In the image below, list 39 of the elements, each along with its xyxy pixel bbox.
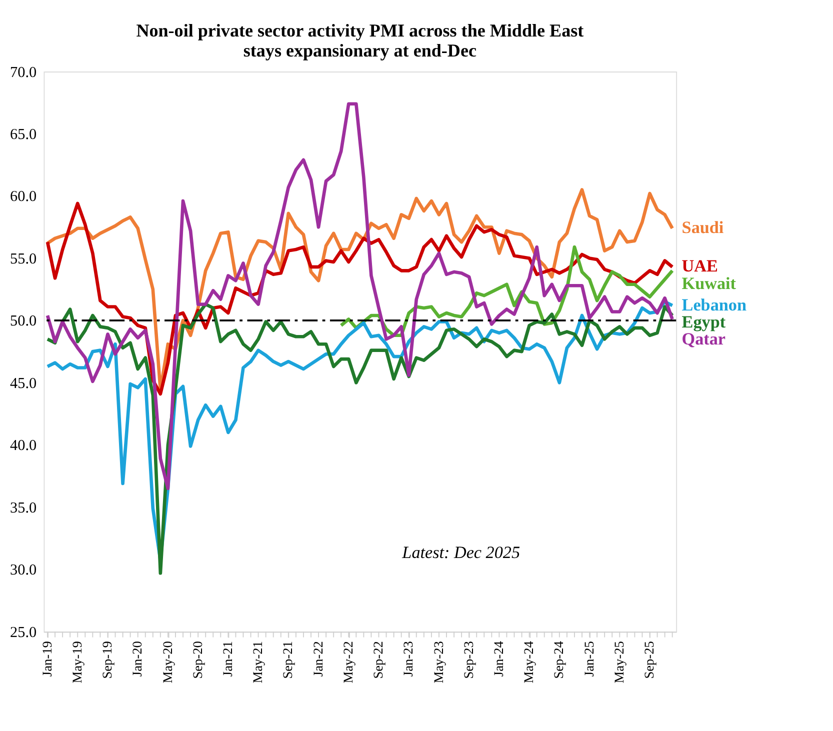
x-tick-label: Jan-19 xyxy=(39,640,54,677)
x-tick-label: May-19 xyxy=(69,640,84,684)
series-label: Lebanon xyxy=(682,295,747,314)
y-tick-label: 40.0 xyxy=(10,437,38,454)
x-tick-label: Sep-22 xyxy=(370,641,386,679)
x-tick-label: May-23 xyxy=(430,640,446,684)
x-tick-label: Sep-23 xyxy=(460,640,476,679)
x-tick-label: Sep-20 xyxy=(190,640,205,679)
x-tick-label: Jan-22 xyxy=(310,641,326,677)
x-tick-label: May-24 xyxy=(521,640,536,684)
x-tick-label: Sep-25 xyxy=(642,640,657,679)
y-tick-label: 60.0 xyxy=(10,188,38,206)
series-label: Kuwait xyxy=(682,274,736,293)
chart-title: Non-oil private sector activity PMI across the Middle East stays expansionary at end-Dec xyxy=(136,20,584,60)
line-series xyxy=(46,102,674,490)
x-tick-label: May-25 xyxy=(611,640,626,684)
series-label: Saudi xyxy=(682,218,724,238)
y-tick-label: 65.0 xyxy=(10,126,38,143)
x-tick-label: May-20 xyxy=(160,640,175,684)
series-label: UAE xyxy=(682,256,718,276)
x-tick-label: Jan-20 xyxy=(130,640,145,677)
x-tick-label: Jan-25 xyxy=(581,640,596,677)
y-tick-label: 50.0 xyxy=(10,312,38,330)
y-tick-label: 25.0 xyxy=(10,624,38,641)
y-tick-label: 30.0 xyxy=(10,562,38,579)
x-tick-label: May-21 xyxy=(250,641,266,684)
x-tick-label: Jan-21 xyxy=(220,641,235,677)
x-tick-label: Jan-24 xyxy=(490,640,506,677)
y-tick-label: 70.0 xyxy=(10,64,38,81)
x-tick-label: Sep-24 xyxy=(551,640,566,679)
y-tick-label: 35.0 xyxy=(10,499,38,516)
x-tick-label: Sep-19 xyxy=(100,640,115,679)
annotation: Latest: Dec 2025 xyxy=(401,542,520,562)
x-tick-label: May-22 xyxy=(340,641,356,684)
x-tick-label: Jan-23 xyxy=(400,640,416,677)
y-tick-label: 55.0 xyxy=(10,250,38,268)
x-tick-label: Sep-21 xyxy=(280,641,296,679)
series-label: Egypt xyxy=(682,312,726,332)
y-tick-label: 45.0 xyxy=(10,374,38,392)
